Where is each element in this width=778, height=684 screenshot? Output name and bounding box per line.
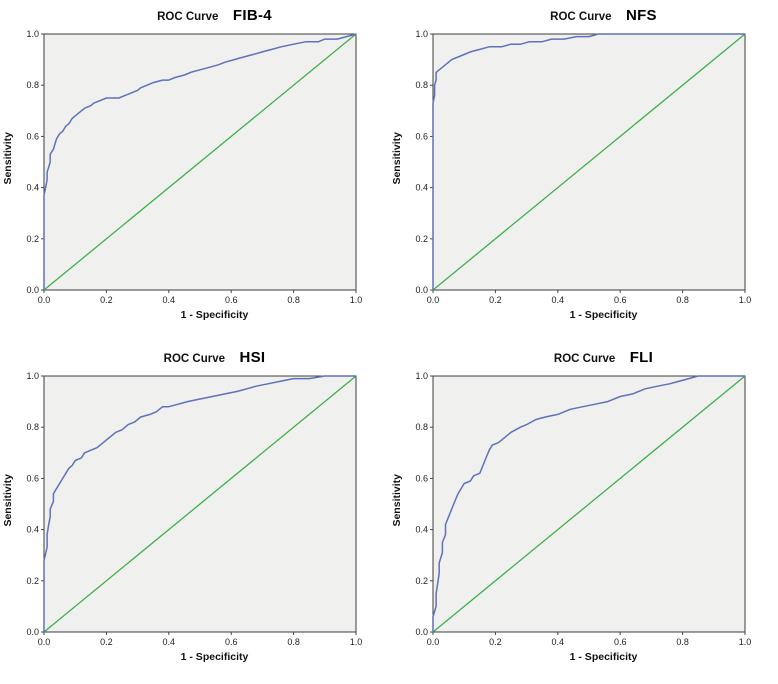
y-tick-label: 0.8 bbox=[415, 80, 428, 90]
x-tick-label: 0.0 bbox=[427, 637, 440, 647]
x-tick-label: 0.4 bbox=[163, 637, 176, 647]
x-tick-label: 0.8 bbox=[287, 637, 300, 647]
chart-title-row: ROC Curve FIB-4 bbox=[2, 6, 387, 26]
y-tick-label: 0.0 bbox=[415, 627, 428, 637]
x-tick-label: 1.0 bbox=[350, 295, 362, 305]
y-tick-label: 0.2 bbox=[415, 576, 428, 586]
y-axis-label: Sensitivity bbox=[2, 131, 14, 185]
y-tick-label: 0.6 bbox=[415, 473, 428, 483]
y-axis-label: Sensitivity bbox=[391, 473, 403, 527]
y-tick-label: 0.6 bbox=[26, 131, 39, 141]
chart-title-row: ROC Curve NFS bbox=[391, 6, 776, 26]
reference-line bbox=[43, 33, 357, 291]
x-axis-label: 1 - Specificity bbox=[180, 309, 249, 321]
chart-title-row: ROC Curve HSI bbox=[2, 348, 387, 368]
y-tick-label: 1.0 bbox=[415, 371, 428, 381]
x-tick-label: 0.4 bbox=[552, 295, 565, 305]
reference-line bbox=[432, 375, 746, 633]
y-tick-label: 0.6 bbox=[26, 473, 39, 483]
x-tick-label: 0.8 bbox=[676, 637, 689, 647]
chart-title-row: ROC Curve FLI bbox=[391, 348, 776, 368]
x-tick-label: 0.0 bbox=[38, 637, 51, 647]
roc-plot-svg: 0.0 0.2 0.4 0.6 0.8 1.0 0.0 0.2 0.4 0.6 0.8 1.0 bbox=[415, 371, 751, 647]
chart-title: ROC Curve bbox=[553, 353, 616, 365]
y-tick-label: 0.4 bbox=[415, 525, 428, 535]
y-axis-label: Sensitivity bbox=[2, 473, 14, 527]
x-tick-label: 0.2 bbox=[489, 637, 502, 647]
y-tick-label: 1.0 bbox=[415, 29, 428, 39]
x-tick-label: 1.0 bbox=[350, 637, 362, 647]
y-tick-label: 0.4 bbox=[26, 525, 39, 535]
y-tick-label: 0.8 bbox=[415, 422, 428, 432]
x-axis-label: 1 - Specificity bbox=[180, 651, 249, 663]
x-tick-label: 1.0 bbox=[739, 295, 751, 305]
y-tick-label: 1.0 bbox=[26, 29, 39, 39]
x-tick-label: 0.4 bbox=[552, 637, 565, 647]
x-tick-label: 0.0 bbox=[38, 295, 51, 305]
x-axis-label: 1 - Specificity bbox=[569, 309, 638, 321]
y-tick-label: 1.0 bbox=[26, 371, 39, 381]
x-tick-label: 0.2 bbox=[100, 295, 113, 305]
chart-title: ROC Curve bbox=[157, 11, 219, 23]
chart-title: ROC Curve bbox=[550, 11, 612, 23]
x-tick-label: 0.4 bbox=[163, 295, 176, 305]
roc-curve-line bbox=[432, 375, 745, 632]
y-tick-label: 0.2 bbox=[415, 234, 428, 244]
plot-wrap: Sensitivity 0.0 0.2 0.4 0.6 0.8 1.0 0.0 0.2 0.4 0… bbox=[2, 368, 387, 650]
y-tick-label: 0.8 bbox=[26, 422, 39, 432]
roc-plot-svg: 0.0 0.2 0.4 0.6 0.8 1.0 0.0 0.2 0.4 0.6 0.8 1.0 bbox=[415, 29, 751, 305]
y-tick-label: 0.4 bbox=[415, 183, 428, 193]
x-tick-label: 0.6 bbox=[225, 637, 238, 647]
roc-plot-svg: 0.0 0.2 0.4 0.6 0.8 1.0 0.0 0.2 0.4 0.6 0.8 1.0 bbox=[26, 29, 362, 305]
chart-annotation-label: NFS bbox=[625, 7, 657, 24]
roc-curve-line bbox=[432, 33, 745, 290]
roc-panel-hsi: ROC Curve HSI Sensitivity 0.0 0.2 0.4 0.6 0.… bbox=[2, 346, 387, 684]
reference-line bbox=[432, 33, 746, 291]
roc-chart-fib4: 0.0 0.2 0.4 0.6 0.8 1.0 0.0 0.2 0.4 0.6 0.8 1.0 bbox=[16, 26, 362, 308]
roc-panel-fib4: ROC Curve FIB-4 Sensitivity 0.0 0.2 0.4 0.6… bbox=[2, 4, 387, 342]
x-tick-label: 0.2 bbox=[489, 295, 502, 305]
roc-chart-hsi: 0.0 0.2 0.4 0.6 0.8 1.0 0.0 0.2 0.4 0.6 0.8 1.0 bbox=[16, 368, 362, 650]
roc-chart-nfs: 0.0 0.2 0.4 0.6 0.8 1.0 0.0 0.2 0.4 0.6 0.8 1.0 bbox=[405, 26, 751, 308]
chart-title: ROC Curve bbox=[163, 353, 225, 365]
x-tick-label: 0.8 bbox=[287, 295, 300, 305]
chart-annotation-label: FIB-4 bbox=[232, 7, 272, 24]
roc-panel-fli: ROC Curve FLI Sensitivity 0.0 0.2 0.4 0.6 0.… bbox=[391, 346, 776, 684]
y-tick-label: 0.2 bbox=[26, 234, 39, 244]
roc-curve-line bbox=[43, 375, 356, 632]
chart-annotation-label: FLI bbox=[629, 349, 654, 366]
x-tick-label: 1.0 bbox=[739, 637, 751, 647]
chart-annotation-label: HSI bbox=[239, 349, 266, 366]
y-tick-label: 0.4 bbox=[26, 183, 39, 193]
plot-wrap: Sensitivity 0.0 0.2 0.4 0.6 0.8 1.0 0.0 0.2 0.4 0… bbox=[391, 26, 776, 308]
roc-plot-svg: 0.0 0.2 0.4 0.6 0.8 1.0 0.0 0.2 0.4 0.6 0.8 1.0 bbox=[26, 371, 362, 647]
y-axis-label: Sensitivity bbox=[391, 131, 403, 185]
x-tick-label: 0.0 bbox=[427, 295, 440, 305]
x-tick-label: 0.6 bbox=[614, 637, 627, 647]
x-tick-label: 0.6 bbox=[225, 295, 238, 305]
y-tick-label: 0.2 bbox=[26, 576, 39, 586]
x-tick-label: 0.8 bbox=[676, 295, 689, 305]
roc-panel-nfs: ROC Curve NFS Sensitivity 0.0 0.2 0.4 0.6 0.… bbox=[391, 4, 776, 342]
reference-line bbox=[43, 375, 357, 633]
x-tick-label: 0.2 bbox=[100, 637, 113, 647]
plot-wrap: Sensitivity 0.0 0.2 0.4 0.6 0.8 1.0 0.0 0.2 0.4 0… bbox=[391, 368, 776, 650]
roc-curve-line bbox=[43, 33, 357, 290]
roc-chart-fli: 0.0 0.2 0.4 0.6 0.8 1.0 0.0 0.2 0.4 0.6 0.8 1.0 bbox=[405, 368, 751, 650]
x-axis-label: 1 - Specificity bbox=[569, 651, 638, 663]
y-tick-label: 0.8 bbox=[26, 80, 39, 90]
plot-wrap: Sensitivity 0.0 0.2 0.4 0.6 0.8 1.0 0.0 0.2 0.4 0… bbox=[2, 26, 387, 308]
x-tick-label: 0.6 bbox=[614, 295, 627, 305]
y-tick-label: 0.6 bbox=[415, 131, 428, 141]
y-tick-label: 0.0 bbox=[415, 285, 428, 295]
y-tick-label: 0.0 bbox=[26, 285, 39, 295]
y-tick-label: 0.0 bbox=[26, 627, 39, 637]
